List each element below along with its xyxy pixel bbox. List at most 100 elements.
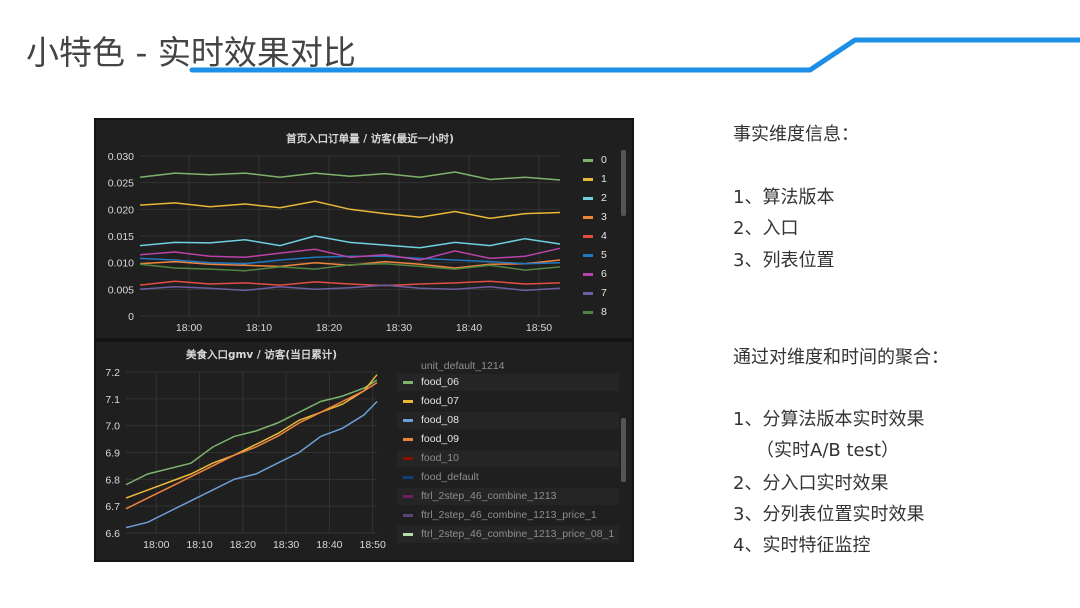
legend-item[interactable]: food_09 — [397, 431, 619, 448]
x-tick-label: 18:10 — [186, 539, 212, 551]
legend-swatch — [403, 457, 413, 460]
legend-item[interactable]: food_06 — [397, 374, 619, 391]
legend-label: food_10 — [421, 452, 459, 464]
legend-item[interactable]: ftrl_2step_46_combine_1213_price_1 — [397, 507, 619, 524]
legend-swatch — [583, 254, 593, 257]
x-tick-label: 18:50 — [526, 322, 552, 334]
legend-row-bg — [397, 412, 619, 429]
legend-label: food_default — [421, 471, 479, 483]
dim-item: 2、入口 — [733, 218, 799, 239]
legend-item[interactable]: ftrl_2step_46_combine_1213 — [397, 488, 619, 505]
x-tick-label: 18:30 — [273, 539, 299, 551]
legend-row-bg — [397, 393, 619, 410]
legend-item-cut[interactable]: unit_default_1214 — [421, 360, 505, 372]
legend-row-bg — [397, 526, 619, 543]
series-line-food_09 — [125, 382, 378, 510]
chart-title: 美食入口gmv / 访客(当日累计) — [186, 348, 337, 361]
legend-label: 2 — [601, 192, 607, 204]
legend-label: ftrl_2step_46_combine_1213_price_08_1 — [421, 528, 614, 540]
series-line-4 — [139, 280, 561, 287]
agg-item: 4、实时特征监控 — [733, 535, 871, 556]
legend-swatch — [403, 438, 413, 441]
series-line-food_07 — [125, 374, 378, 499]
legend-scrollbar[interactable] — [621, 150, 626, 216]
legend-item[interactable]: 7 — [583, 287, 607, 299]
legend-item[interactable]: 5 — [583, 249, 607, 261]
y-tick-label: 7.0 — [105, 421, 120, 433]
legend-label: 0 — [601, 154, 607, 166]
x-tick-label: 18:30 — [386, 322, 412, 334]
legend-item[interactable]: 0 — [583, 154, 607, 166]
legend-scrollbar[interactable] — [621, 418, 626, 482]
legend-row-bg — [397, 431, 619, 448]
legend-item[interactable]: 2 — [583, 192, 607, 204]
legend-swatch — [403, 495, 413, 498]
x-tick-label: 18:00 — [176, 322, 202, 334]
legend-item[interactable]: food_default — [397, 469, 619, 486]
series-line-1 — [139, 200, 561, 220]
legend-label: 7 — [601, 287, 607, 299]
y-tick-label: 7.2 — [105, 367, 120, 379]
series-line-2 — [139, 235, 561, 249]
legend-swatch — [403, 476, 413, 479]
legend-label: 3 — [601, 211, 607, 223]
legend-swatch — [403, 381, 413, 384]
legend-swatch — [403, 419, 413, 422]
y-tick-label: 6.9 — [105, 448, 120, 460]
legend-item[interactable]: 1 — [583, 173, 607, 185]
legend-swatch — [583, 311, 593, 314]
series-line-5 — [139, 255, 561, 265]
chart-panel-1: 美食入口gmv / 访客(当日累计) 6.6 6.7 6.8 6.9 7.0 7.1 7.2 1… — [96, 342, 632, 560]
series-line-6 — [139, 247, 561, 261]
legend-item[interactable]: 8 — [583, 306, 607, 318]
y-tick-label: 0.020 — [108, 204, 134, 216]
legend-label: 1 — [601, 173, 607, 185]
legend-item[interactable]: food_08 — [397, 412, 619, 429]
legend-label: ftrl_2step_46_combine_1213 — [421, 490, 557, 502]
legend-row-bg — [397, 450, 619, 467]
legend-swatch — [583, 273, 593, 276]
agg-item: 1、分算法版本实时效果 — [733, 409, 925, 430]
series-line-food_08 — [125, 400, 378, 529]
legend-item[interactable]: 4 — [583, 230, 607, 242]
legend-label: food_09 — [421, 433, 459, 445]
legend-item[interactable]: food_07 — [397, 393, 619, 410]
legend-row-bg — [397, 507, 619, 524]
legend-swatch — [583, 216, 593, 219]
legend-label: food_08 — [421, 414, 459, 426]
panel-background — [96, 120, 632, 338]
legend-label: food_06 — [421, 376, 459, 388]
y-tick-label: 0.005 — [108, 284, 134, 296]
legend-swatch — [583, 178, 593, 181]
legend-label: 4 — [601, 230, 607, 242]
agg-item: 2、分入口实时效果 — [733, 473, 889, 494]
y-tick-label: 0 — [128, 311, 134, 323]
agg-item-note: （实时A/B test） — [756, 440, 900, 461]
y-tick-label: 0.025 — [108, 178, 134, 190]
legend-swatch — [583, 235, 593, 238]
legend-label: 6 — [601, 268, 607, 280]
agg-heading: 通过对维度和时间的聚合： — [733, 347, 949, 368]
agg-item: 3、分列表位置实时效果 — [733, 504, 925, 525]
series-line-8 — [139, 262, 561, 272]
x-tick-label: 18:10 — [246, 322, 272, 334]
legend-swatch — [403, 400, 413, 403]
legend-item[interactable]: ftrl_2step_46_combine_1213_price_08_1 — [397, 526, 619, 543]
legend-swatch — [403, 533, 413, 536]
chart-panel-0: 首页入口订单量 / 访客(最近一小时) 0 0.005 0.010 0.015 0.020… — [96, 120, 632, 338]
y-tick-label: 6.8 — [105, 474, 120, 486]
legend-swatch — [583, 197, 593, 200]
x-tick-label: 18:40 — [456, 322, 482, 334]
series-line-food_06 — [125, 379, 378, 486]
legend-row-bg — [397, 374, 619, 391]
y-tick-label: 0.015 — [108, 231, 134, 243]
legend-row-bg — [397, 488, 619, 505]
legend-item[interactable]: 6 — [583, 268, 607, 280]
y-tick-label: 0.010 — [108, 258, 134, 270]
legend-swatch — [403, 514, 413, 517]
legend-item[interactable]: food_10 — [397, 450, 619, 467]
legend-row-bg — [397, 469, 619, 486]
x-tick-label: 18:20 — [230, 539, 256, 551]
legend-item[interactable]: 3 — [583, 211, 607, 223]
